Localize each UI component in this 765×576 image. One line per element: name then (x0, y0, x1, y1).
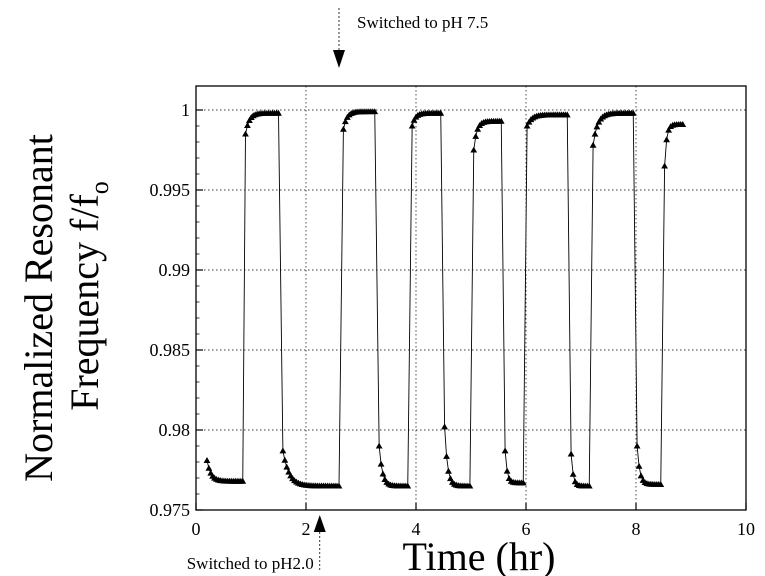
data-point (404, 482, 412, 489)
arrow-up-icon (313, 515, 326, 532)
data-point (340, 125, 347, 132)
y-axis-label-line-1: Normalized Resonant (16, 134, 61, 482)
data-point (523, 122, 531, 129)
data-point (443, 452, 450, 459)
arrow-down-icon (333, 50, 345, 68)
data-point (377, 460, 385, 467)
data-point (633, 442, 641, 449)
data-point (637, 472, 645, 479)
data-point (244, 122, 251, 128)
data-point (281, 456, 289, 463)
y-axis-label-line-2: Frequency f/fo (62, 181, 114, 411)
x-tick-label: 4 (412, 519, 421, 539)
annotation-text-ph20: Switched to pH2.0 (187, 554, 314, 573)
x-tick-label: 0 (192, 519, 201, 539)
data-point (371, 108, 379, 115)
data-point (665, 126, 673, 133)
data-point (497, 117, 505, 124)
y-axis-label-subscript: o (85, 181, 114, 194)
data-point (441, 423, 448, 430)
data-point (472, 132, 480, 139)
y-tick-label: 1 (181, 100, 190, 120)
y-tick-label: 0.99 (159, 260, 191, 280)
x-tick-label: 2 (302, 519, 311, 539)
data-point (410, 116, 418, 123)
y-tick-label: 0.975 (150, 500, 191, 520)
data-point (279, 447, 287, 454)
x-tick-label: 10 (737, 519, 755, 539)
data-point (437, 109, 445, 116)
data-point (657, 481, 665, 487)
data-point (239, 477, 247, 484)
data-point (563, 111, 571, 118)
axis-ticks: 0 2 4 6 8 10 0.975 0.98 0.985 0.99 0.995 1 (150, 100, 756, 539)
data-point (445, 467, 452, 474)
data-point (503, 467, 511, 474)
y-tick-label: 0.995 (150, 180, 191, 200)
data-point (379, 470, 387, 477)
x-tick-label: 6 (522, 519, 531, 539)
data-point (567, 450, 575, 457)
data-point (569, 470, 577, 477)
data-point (661, 162, 668, 169)
data-point (470, 146, 478, 153)
data-point (205, 464, 213, 471)
data-point (519, 479, 527, 486)
data-point (501, 447, 509, 454)
data-point (589, 141, 597, 148)
data-point (283, 463, 291, 470)
x-axis-label: Time (hr) (403, 534, 556, 576)
data-point (466, 482, 474, 489)
data-point (585, 482, 593, 489)
y-tick-label: 0.98 (159, 420, 191, 440)
data-series (203, 108, 687, 489)
data-point (629, 109, 637, 116)
data-point (203, 457, 211, 463)
data-point (635, 462, 643, 469)
series-line (206, 111, 683, 487)
data-point (591, 130, 599, 137)
data-point (474, 125, 482, 132)
data-point (341, 118, 349, 125)
data-point (408, 122, 416, 129)
y-axis-label-main: Frequency f/f (62, 194, 107, 411)
data-point (679, 121, 687, 127)
data-point (593, 123, 601, 130)
data-point (275, 109, 282, 116)
annotation-switched-ph20: Switched to pH2.0 (187, 515, 326, 573)
y-tick-label: 0.985 (150, 340, 191, 360)
data-point (335, 482, 343, 489)
data-point (375, 442, 383, 449)
grid-lines (196, 86, 746, 510)
x-tick-label: 8 (632, 519, 641, 539)
plot-frame (195, 85, 747, 511)
data-point (595, 118, 603, 125)
data-point (242, 130, 249, 137)
annotation-text-ph75: Switched to pH 7.5 (357, 13, 488, 32)
annotation-switched-ph75: Switched to pH 7.5 (333, 8, 488, 68)
data-point (663, 136, 671, 143)
